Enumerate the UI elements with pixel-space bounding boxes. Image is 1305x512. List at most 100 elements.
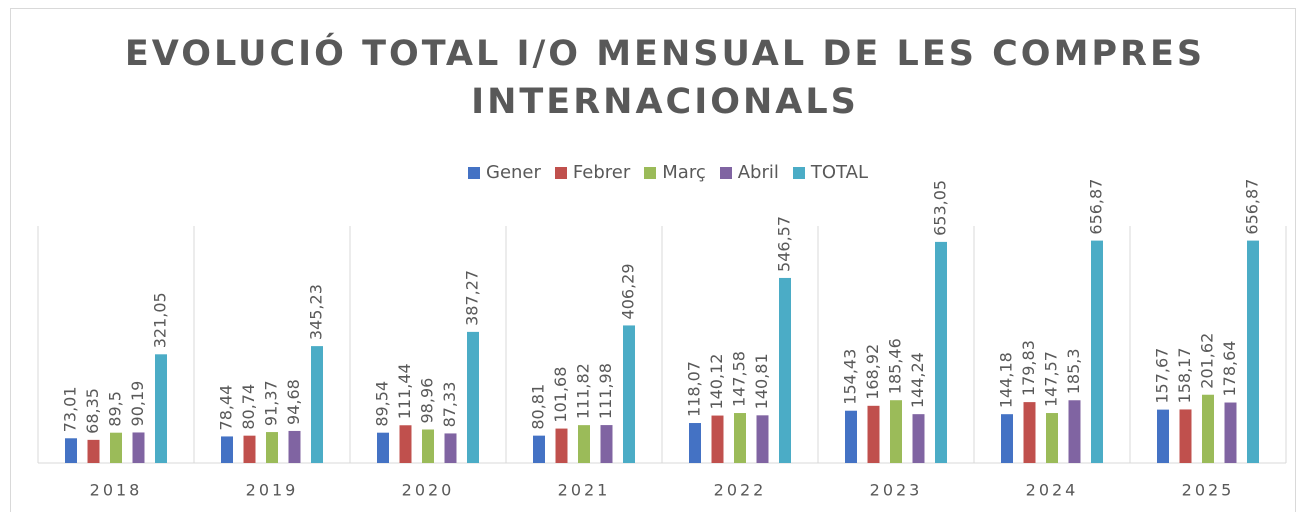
data-label: 185,46	[886, 338, 905, 394]
bar	[935, 241, 947, 463]
data-label: 101,68	[551, 367, 570, 423]
data-label: 656,87	[1243, 179, 1262, 235]
bar	[845, 410, 857, 463]
bar	[779, 277, 791, 463]
data-label: 140,12	[707, 354, 726, 410]
chart-title: EVOLUCIÓ TOTAL I/O MENSUAL DE LES COMPRE…	[124, 34, 1206, 122]
data-label: 656,87	[1087, 179, 1106, 235]
legend-item: Abril	[719, 162, 779, 183]
x-tick-label: 2019	[246, 481, 299, 500]
bar	[243, 435, 256, 463]
x-tick-label: 2023	[870, 481, 923, 500]
data-label: 406,29	[619, 263, 638, 319]
x-tick-label: 2024	[1026, 481, 1079, 500]
x-tick-label: 2020	[402, 481, 455, 500]
legend-label: Març	[662, 162, 706, 183]
bar	[600, 425, 613, 463]
x-tick-label: 2022	[714, 481, 767, 500]
data-label: 89,5	[106, 391, 125, 427]
data-label: 90,19	[128, 381, 147, 427]
bar	[288, 430, 301, 463]
bar	[578, 425, 590, 463]
data-label: 158,17	[1175, 347, 1194, 403]
data-label: 546,57	[775, 216, 794, 272]
data-label: 653,05	[931, 180, 950, 236]
data-label: 98,96	[418, 378, 437, 424]
legend-swatch	[719, 166, 732, 179]
legend-item: Març	[644, 162, 706, 183]
bar	[467, 331, 479, 463]
x-tick-label: 2018	[90, 481, 143, 500]
data-label: 78,44	[217, 385, 236, 431]
x-tick-label: 2025	[1182, 481, 1235, 500]
data-label: 91,37	[262, 380, 281, 426]
data-label: 168,92	[863, 344, 882, 400]
data-label: 68,35	[83, 388, 102, 434]
x-tick-label: 2021	[558, 481, 611, 500]
bar	[1224, 402, 1237, 463]
bar	[711, 415, 724, 463]
data-label: 178,64	[1220, 341, 1239, 397]
bar	[311, 346, 323, 463]
data-label: 147,57	[1042, 351, 1061, 407]
bar	[1247, 240, 1259, 463]
bar	[867, 405, 880, 463]
bar	[1157, 409, 1169, 463]
bar	[1179, 409, 1192, 463]
bar	[221, 436, 233, 463]
bar	[533, 435, 545, 463]
legend-label: Gener	[486, 162, 541, 183]
legend-label: Abril	[737, 162, 779, 183]
data-label: 387,27	[463, 270, 482, 326]
chart-frame	[10, 8, 1296, 512]
data-label: 144,24	[908, 352, 927, 408]
data-label: 80,81	[529, 384, 548, 430]
legend-label: TOTAL	[810, 162, 868, 183]
bar	[422, 429, 434, 463]
data-label: 111,98	[596, 363, 615, 419]
data-label: 157,67	[1153, 348, 1172, 404]
legend-label: Febrer	[572, 162, 631, 183]
bar	[689, 423, 701, 463]
bar	[65, 438, 77, 463]
legend-swatch	[792, 166, 805, 179]
legend-item: Febrer	[554, 162, 631, 183]
bar	[399, 425, 412, 463]
bar	[377, 432, 389, 463]
data-label: 87,33	[440, 382, 459, 428]
legend-item: Gener	[468, 162, 541, 183]
data-label: 147,58	[730, 351, 749, 407]
data-label: 154,43	[841, 349, 860, 405]
bar	[912, 414, 925, 463]
data-label: 118,07	[685, 361, 704, 417]
bar	[1001, 414, 1013, 463]
data-label: 89,54	[373, 381, 392, 427]
bar	[155, 354, 167, 463]
bar	[266, 432, 278, 463]
bar	[1023, 402, 1036, 463]
bar	[1046, 413, 1058, 463]
data-label: 73,01	[61, 386, 80, 432]
data-label: 185,3	[1064, 348, 1083, 394]
bar	[555, 428, 568, 463]
data-label: 94,68	[284, 379, 303, 425]
data-label: 345,23	[307, 284, 326, 340]
bar	[1091, 240, 1103, 463]
legend-item: TOTAL	[792, 162, 868, 183]
data-label: 179,83	[1019, 340, 1038, 396]
legend-swatch	[468, 166, 480, 179]
bar	[734, 413, 746, 463]
data-label: 80,74	[239, 384, 258, 430]
data-label: 144,18	[997, 352, 1016, 408]
bar	[1068, 400, 1081, 463]
data-label: 201,62	[1198, 333, 1217, 389]
bar	[623, 325, 635, 463]
legend-swatch	[554, 166, 567, 179]
bar	[444, 433, 457, 463]
data-label: 111,44	[395, 363, 414, 419]
data-label: 111,82	[574, 363, 593, 419]
data-label: 321,05	[151, 292, 170, 348]
bar	[756, 415, 769, 463]
